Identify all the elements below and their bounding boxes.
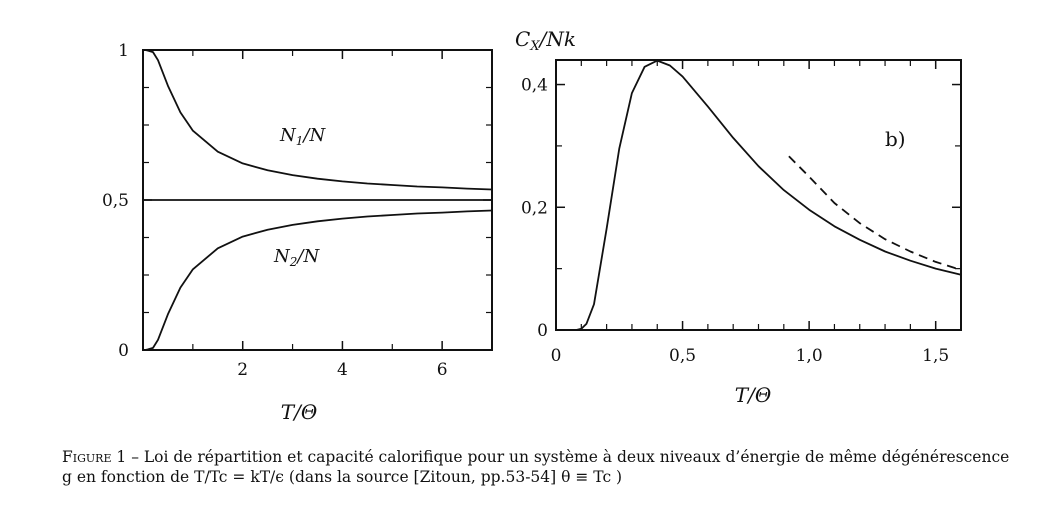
y-tick-label: 0,2 <box>521 198 548 218</box>
y-tick-label: 0,4 <box>521 76 548 96</box>
heat-capacity-ticks <box>555 60 961 331</box>
x-tick-label: 2 <box>237 360 248 380</box>
heat-capacity-x-axis-title: T/Θ <box>735 383 771 407</box>
caption-figure-number: Figure 1 <box>62 448 127 466</box>
heat-capacity-plot-frame <box>555 59 962 331</box>
y-tick-label: 0 <box>118 341 129 361</box>
panel-b-label: b) <box>885 127 906 151</box>
y-tick-label: 0 <box>537 321 548 341</box>
heat-capacity-y-axis-title: CX/Nk <box>515 27 576 54</box>
series-line-0 <box>143 49 493 191</box>
series-line-1 <box>143 209 493 351</box>
heat-capacity-panel: 0 0,5 1,0 1,5 0 0,2 0,4 CX/Nk b) T/Θ <box>515 27 962 407</box>
n1-curve-label: N1/N <box>279 125 326 148</box>
x-tick-label: 6 <box>437 360 448 380</box>
n2-curve-label: N2/N <box>273 246 320 269</box>
occupation-curves <box>143 49 493 351</box>
occupation-tick-labels: 2 4 6 0 0,5 1 <box>102 41 448 380</box>
series-line-1 <box>788 155 962 271</box>
y-tick-label: 1 <box>118 41 129 61</box>
x-tick-label: 1,5 <box>922 346 949 366</box>
occupation-x-axis-title: T/Θ <box>281 400 317 424</box>
caption-line-2: g en fonction de T/Tc = kT/ϵ (dans la so… <box>62 468 623 486</box>
x-tick-label: 1,0 <box>796 346 823 366</box>
series-line-0 <box>576 59 962 331</box>
y-tick-label: 0,5 <box>102 191 129 211</box>
x-tick-label: 0 <box>551 346 562 366</box>
figure-caption: Figure 1 – Loi de répartition et capacit… <box>62 447 1047 487</box>
heat-capacity-curves <box>576 59 962 331</box>
x-tick-label: 0,5 <box>669 346 696 366</box>
caption-line-1: Figure 1 – Loi de répartition et capacit… <box>62 447 1047 467</box>
caption-text-1: – Loi de répartition et capacité calorif… <box>126 448 1010 466</box>
heat-capacity-tick-labels: 0 0,5 1,0 1,5 0 0,2 0,4 <box>521 76 949 366</box>
figure-canvas: 2 4 6 0 0,5 1 N1/N N2/N T/Θ 0 0,5 1,0 1,5 0 0,2 0,4… <box>102 27 962 424</box>
x-tick-label: 4 <box>337 360 348 380</box>
occupation-panel: 2 4 6 0 0,5 1 N1/N N2/N T/Θ <box>102 41 493 424</box>
